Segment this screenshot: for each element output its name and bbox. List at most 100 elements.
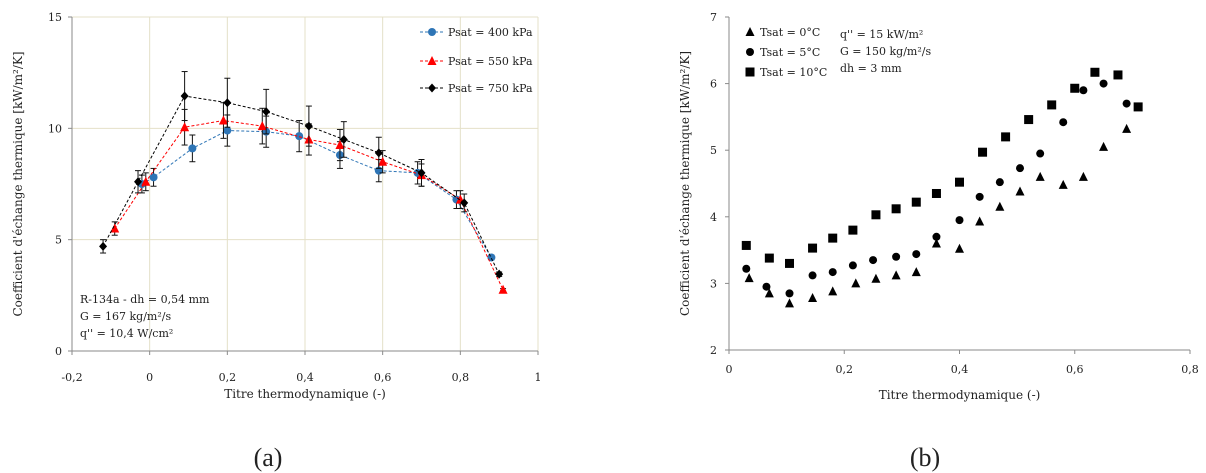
annotation-text: R-134a - dh = 0,54 mm <box>80 293 210 306</box>
legend-marker <box>428 83 436 93</box>
data-point <box>975 192 984 201</box>
y-tick-label: 10 <box>48 122 62 135</box>
legend-label: Psat = 750 kPa <box>448 82 533 95</box>
data-point <box>1001 132 1011 142</box>
data-point <box>223 98 232 108</box>
annotation-text: q'' = 15 kW/m² <box>840 28 923 41</box>
data-point <box>1016 164 1025 173</box>
data-point <box>1078 171 1088 181</box>
data-point <box>911 197 921 207</box>
data-point <box>871 273 881 283</box>
data-point <box>1036 149 1045 158</box>
data-point <box>744 273 754 283</box>
data-point <box>180 122 190 132</box>
series-line <box>141 130 492 258</box>
data-point <box>808 271 817 280</box>
data-point <box>1024 115 1034 125</box>
data-point <box>295 132 304 141</box>
legend-label: Psat = 400 kPa <box>448 26 533 39</box>
data-point <box>374 148 383 158</box>
y-tick-label: 15 <box>48 11 62 24</box>
data-point <box>1058 179 1068 189</box>
x-tick-label: 0,4 <box>296 371 314 384</box>
annotation-text: q'' = 10,4 W/cm² <box>80 327 173 340</box>
legend-label: Tsat = 5°C <box>760 46 820 59</box>
data-point <box>995 178 1004 187</box>
y-tick-label: 0 <box>55 345 62 358</box>
data-point <box>460 198 469 208</box>
panel-label: (b) <box>910 443 940 472</box>
data-point <box>975 216 985 226</box>
data-point <box>828 268 837 277</box>
data-point <box>335 140 345 150</box>
data-point <box>498 284 508 294</box>
legend-marker <box>428 28 436 36</box>
data-point <box>149 173 158 182</box>
data-point <box>188 144 197 153</box>
x-tick-label: 1 <box>535 371 542 384</box>
x-tick-label: 0,6 <box>1066 363 1084 376</box>
data-point <box>99 241 108 251</box>
data-point <box>869 256 878 265</box>
y-tick-label: 3 <box>710 277 717 290</box>
x-tick-label: 0,2 <box>219 371 237 384</box>
data-point <box>257 121 267 131</box>
data-point <box>828 286 838 296</box>
annotation-text: G = 150 kg/m²/s <box>840 45 931 58</box>
x-tick-label: 0,6 <box>374 371 392 384</box>
data-point <box>262 107 271 117</box>
annotation-text: G = 167 kg/m²/s <box>80 310 171 323</box>
data-point <box>1035 171 1045 181</box>
legend-marker <box>745 27 755 36</box>
y-tick-label: 4 <box>710 211 717 224</box>
series-line <box>102 95 500 275</box>
x-tick-label: 0,8 <box>1181 363 1199 376</box>
data-point <box>912 250 921 259</box>
data-point <box>955 216 964 225</box>
data-point <box>808 243 818 253</box>
data-point <box>1122 99 1131 108</box>
x-tick-label: 0 <box>146 371 153 384</box>
y-tick-label: 6 <box>710 78 717 91</box>
data-point <box>764 288 774 298</box>
data-point <box>487 253 496 262</box>
data-point <box>892 252 901 261</box>
data-point <box>417 168 426 178</box>
data-point <box>808 293 818 303</box>
x-tick-label: 0,4 <box>951 363 969 376</box>
data-point <box>1133 102 1143 112</box>
x-tick-label: 0 <box>726 363 733 376</box>
y-tick-label: 5 <box>55 234 62 247</box>
data-point <box>931 238 941 248</box>
data-point <box>1070 83 1080 93</box>
data-point <box>141 176 151 186</box>
data-point <box>995 201 1005 211</box>
data-point <box>785 289 794 298</box>
data-point <box>1090 67 1100 77</box>
data-point <box>495 269 504 279</box>
data-point <box>1015 186 1025 196</box>
data-point <box>932 232 941 241</box>
data-point <box>223 126 232 135</box>
data-point <box>978 147 988 157</box>
y-axis-label: Coefficient d'échange thermique [kW/m²/K… <box>678 51 692 316</box>
data-point <box>218 115 228 125</box>
data-point <box>378 156 388 166</box>
data-point <box>848 261 857 270</box>
data-point <box>785 298 795 308</box>
data-point <box>742 264 751 273</box>
data-point <box>851 278 861 288</box>
x-tick-label: -0,2 <box>61 371 82 384</box>
data-point <box>891 270 901 280</box>
y-tick-label: 5 <box>710 144 717 157</box>
data-point <box>180 91 189 101</box>
x-axis-label: Titre thermodynamique (-) <box>879 388 1041 402</box>
legend-marker <box>427 56 437 65</box>
x-tick-label: 0,8 <box>452 371 470 384</box>
data-point <box>931 188 941 198</box>
y-tick-label: 7 <box>710 11 717 24</box>
data-point <box>955 177 964 187</box>
annotation-text: dh = 3 mm <box>840 62 902 75</box>
